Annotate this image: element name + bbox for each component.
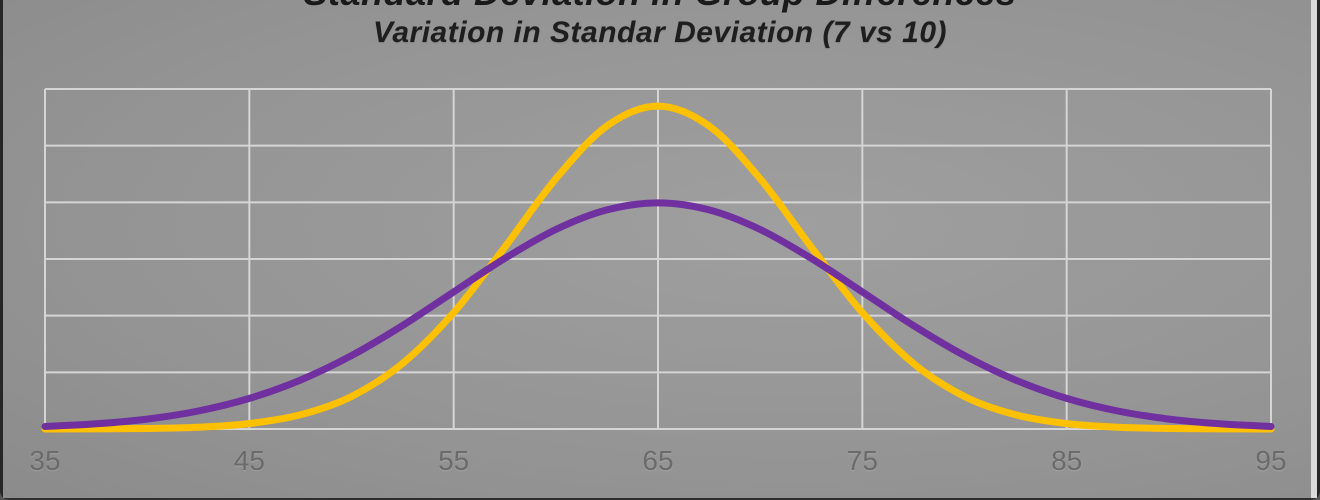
chart-subtitle: Variation in Standar Deviation (7 vs 10) [372, 16, 948, 49]
window-border-left [0, 0, 3, 500]
series-line-sd10 [41, 199, 1275, 430]
x-tick-label: 35 [29, 445, 61, 476]
window-border-right [1317, 0, 1320, 500]
x-tick-label: 55 [438, 445, 470, 476]
x-tick-label: 75 [846, 445, 878, 476]
x-tick-label: 65 [642, 445, 674, 476]
window-edge-highlight [1311, 0, 1317, 500]
x-tick-label: 85 [1051, 445, 1083, 476]
series-line-sd7 [41, 102, 1275, 433]
x-tick-label: 45 [233, 445, 265, 476]
window-border-bottom [0, 498, 1320, 500]
x-tick-label: 95 [1255, 445, 1287, 476]
chart-title: Standard Deviation in Group Differences [0, 0, 1320, 14]
